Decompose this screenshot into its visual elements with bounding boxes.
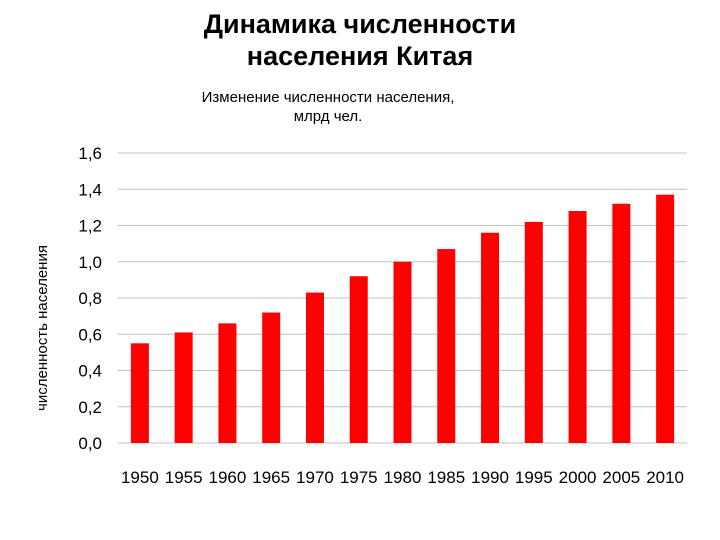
bar-1985 (437, 249, 456, 443)
y-tick-label: 1,6 (78, 144, 102, 163)
bar-2000 (568, 211, 587, 443)
x-tick-label-1975: 1975 (340, 468, 378, 487)
x-tick-label-1955: 1955 (165, 468, 203, 487)
bar-1955 (174, 332, 193, 443)
slide-title-line-2: населения Китая (246, 41, 474, 71)
x-tick-label-1995: 1995 (515, 468, 553, 487)
bar-2010 (656, 194, 675, 443)
y-tick-label: 1,2 (78, 217, 102, 236)
x-tick-label-2010: 2010 (646, 468, 684, 487)
y-tick-labels: 0,0 0,2 0,4 0,6 0,8 1,0 1,2 1,4 1,6 (78, 144, 102, 453)
y-tick-label: 0,4 (78, 362, 102, 381)
slide-title-line-1: Динамика численности (203, 9, 517, 39)
chart-title-line-2: млрд чел. (294, 108, 363, 125)
bar-2005 (612, 203, 631, 443)
x-tick-label-1990: 1990 (471, 468, 509, 487)
x-tick-label-1950: 1950 (121, 468, 159, 487)
x-tick-label-2000: 2000 (559, 468, 597, 487)
y-axis-label: численность населения (34, 245, 51, 411)
x-tick-label-1980: 1980 (384, 468, 422, 487)
bar-1980 (393, 261, 412, 443)
x-tick-label-1985: 1985 (427, 468, 465, 487)
bar-1990 (481, 232, 500, 443)
bar-1960 (218, 323, 237, 443)
bars (130, 194, 675, 443)
x-tick-labels: 1950 1955 1960 1965 1970 1975 1980 1985 1990 1995… (121, 468, 684, 487)
bar-1970 (305, 292, 324, 443)
x-tick-label-1970: 1970 (296, 468, 334, 487)
x-tick-label-1965: 1965 (252, 468, 290, 487)
bar-1965 (262, 312, 281, 443)
y-tick-label: 1,4 (78, 180, 102, 199)
chart-title-line-1: Изменение численности населения, (202, 89, 455, 106)
y-tick-label: 1,0 (78, 253, 102, 272)
y-tick-label: 0,0 (78, 434, 102, 453)
y-tick-label: 0,6 (78, 325, 102, 344)
x-tick-label-2005: 2005 (602, 468, 640, 487)
y-tick-label: 0,8 (78, 289, 102, 308)
bar-1975 (349, 276, 368, 443)
x-tick-label-1960: 1960 (209, 468, 247, 487)
bar-1995 (524, 221, 543, 443)
bar-1950 (130, 343, 149, 443)
slide-title: Динамика численности населения Китая (0, 8, 720, 72)
y-tick-label: 0,2 (78, 398, 102, 417)
